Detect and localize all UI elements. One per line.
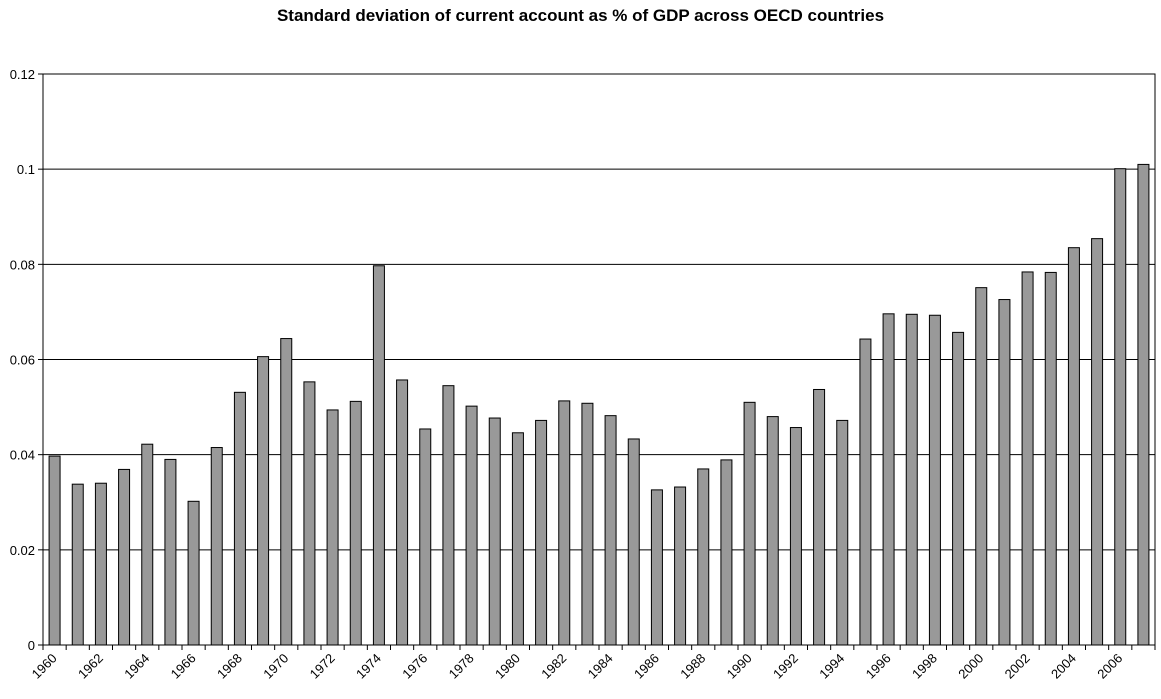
gridlines xyxy=(43,168,1155,551)
bar-2003 xyxy=(1044,271,1057,646)
bar-1981 xyxy=(535,419,548,646)
bar-1978 xyxy=(465,405,478,646)
y-axis: 0 0.02 0.04 0.06 0.08 0.1 0.12 xyxy=(10,67,43,653)
bar-2001 xyxy=(998,299,1011,646)
x-tick-label: 2006 xyxy=(1094,651,1125,682)
bar-1995 xyxy=(859,338,872,646)
bar-1964 xyxy=(141,443,154,646)
bar-2005 xyxy=(1091,238,1104,646)
x-tick-label: 1986 xyxy=(631,651,662,682)
bar-1999 xyxy=(952,331,965,646)
bar-1992 xyxy=(789,427,802,646)
bar-1970 xyxy=(280,338,293,646)
bar-1979 xyxy=(488,417,501,646)
x-tick-label: 1976 xyxy=(399,651,430,682)
bar-1976 xyxy=(419,428,432,646)
bar-1996 xyxy=(882,313,895,646)
x-tick-label: 1996 xyxy=(863,651,894,682)
bar-1987 xyxy=(674,486,687,646)
y-tick-label: 0.02 xyxy=(10,543,35,558)
bar-1998 xyxy=(928,314,941,646)
x-tick-label: 1972 xyxy=(307,651,338,682)
bar-2000 xyxy=(975,287,988,646)
x-tick-label: 1990 xyxy=(724,651,755,682)
x-tick-label: 1982 xyxy=(538,651,569,682)
bar-2004 xyxy=(1067,247,1080,646)
bar-1997 xyxy=(905,313,918,646)
y-tick-label: 0.04 xyxy=(10,448,35,463)
bar-1967 xyxy=(210,447,223,646)
x-tick-label: 2004 xyxy=(1048,651,1079,682)
y-tick-label: 0.1 xyxy=(17,162,35,177)
x-tick-label: 1974 xyxy=(353,651,384,682)
bars xyxy=(48,163,1150,646)
bar-1993 xyxy=(813,388,826,646)
x-tick-label: 1994 xyxy=(816,651,847,682)
bar-1977 xyxy=(442,385,455,646)
y-tick-label: 0.12 xyxy=(10,67,35,82)
x-tick-label: 1988 xyxy=(677,651,708,682)
y-tick-label: 0.08 xyxy=(10,257,35,272)
x-tick-label: 1984 xyxy=(585,651,616,682)
bar-1988 xyxy=(697,468,710,646)
bar-1990 xyxy=(743,401,756,646)
x-axis: 1960 1962 1964 1966 1968 1970 1972 1974 1976 1978… xyxy=(29,645,1156,682)
bar-1983 xyxy=(581,402,594,646)
y-tick-label: 0.06 xyxy=(10,353,35,368)
x-tick-label: 1978 xyxy=(446,651,477,682)
bar-1966 xyxy=(187,500,200,646)
x-tick-label: 1970 xyxy=(260,651,291,682)
x-tick-label: 1980 xyxy=(492,651,523,682)
bar-1991 xyxy=(766,416,779,646)
bar-1971 xyxy=(303,381,316,646)
bar-2002 xyxy=(1021,271,1034,646)
bar-1973 xyxy=(349,400,362,646)
x-tick-label: 1966 xyxy=(168,651,199,682)
bar-1974 xyxy=(372,265,385,646)
bar-1982 xyxy=(558,400,571,646)
x-tick-label: 1962 xyxy=(75,651,106,682)
bar-1986 xyxy=(650,489,663,646)
x-tick-label: 2000 xyxy=(955,651,986,682)
bar-1962 xyxy=(94,482,107,646)
bar-1980 xyxy=(511,432,524,646)
bar-1984 xyxy=(604,415,617,646)
x-tick-label: 1998 xyxy=(909,651,940,682)
y-tick-label: 0 xyxy=(28,638,35,653)
bar-1960 xyxy=(48,455,61,646)
bar-2006 xyxy=(1114,168,1127,646)
bar-1961 xyxy=(71,483,84,646)
bar-1968 xyxy=(233,391,246,646)
bar-1972 xyxy=(326,409,339,646)
bar-1965 xyxy=(164,458,177,646)
chart-title: Standard deviation of current account as… xyxy=(276,6,885,25)
bar-1985 xyxy=(627,438,640,646)
x-tick-label: 2002 xyxy=(1002,651,1033,682)
bar-1963 xyxy=(118,468,131,646)
bar-2007 xyxy=(1137,163,1150,646)
x-tick-label: 1968 xyxy=(214,651,245,682)
x-tick-label: 1964 xyxy=(121,651,152,682)
bar-1994 xyxy=(836,419,849,646)
bar-1969 xyxy=(257,356,270,646)
x-tick-label: 1992 xyxy=(770,651,801,682)
bar-1975 xyxy=(396,379,409,646)
bar-1989 xyxy=(720,459,733,646)
x-tick-label: 1960 xyxy=(29,651,60,682)
